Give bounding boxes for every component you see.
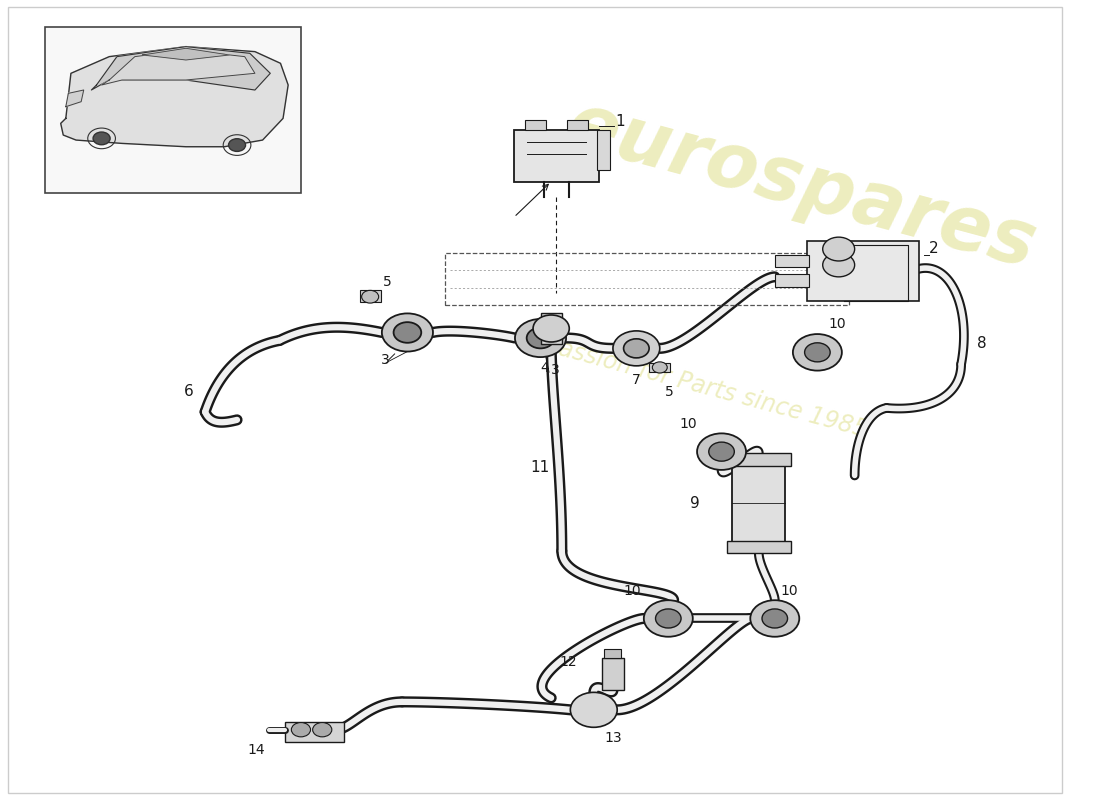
Text: 8: 8 — [977, 336, 987, 351]
Bar — [733, 459, 785, 547]
Circle shape — [697, 434, 746, 470]
Bar — [360, 290, 381, 302]
Text: 10: 10 — [679, 417, 696, 431]
Text: 10: 10 — [828, 318, 846, 331]
Bar — [649, 362, 670, 372]
Bar — [285, 722, 343, 742]
Bar — [727, 541, 791, 554]
Circle shape — [793, 334, 842, 370]
Circle shape — [362, 290, 378, 303]
Bar — [597, 130, 609, 170]
Text: 9: 9 — [690, 496, 700, 510]
Polygon shape — [91, 46, 271, 90]
Text: eurospares: eurospares — [559, 87, 1044, 284]
Text: 3: 3 — [381, 354, 389, 367]
Circle shape — [762, 609, 788, 628]
Circle shape — [624, 339, 649, 358]
Circle shape — [613, 331, 660, 366]
Text: 5: 5 — [383, 275, 392, 290]
Circle shape — [292, 722, 310, 737]
Text: 12: 12 — [560, 655, 578, 669]
Text: 3: 3 — [551, 362, 560, 377]
Bar — [514, 130, 600, 182]
Bar — [774, 274, 808, 287]
Bar — [45, 26, 301, 194]
Polygon shape — [66, 90, 84, 106]
Bar — [774, 254, 808, 267]
Circle shape — [750, 600, 800, 637]
Bar — [568, 120, 588, 130]
Circle shape — [394, 322, 421, 342]
Bar — [444, 253, 849, 305]
Text: 4: 4 — [540, 361, 549, 375]
Circle shape — [229, 138, 245, 151]
Text: 2: 2 — [930, 241, 938, 256]
Polygon shape — [143, 48, 230, 60]
Circle shape — [94, 132, 110, 145]
Circle shape — [652, 362, 668, 373]
Text: 10: 10 — [624, 584, 641, 598]
Circle shape — [656, 609, 681, 628]
Text: 13: 13 — [604, 730, 622, 745]
Circle shape — [708, 442, 735, 461]
Circle shape — [823, 253, 855, 277]
Circle shape — [804, 342, 830, 362]
Text: 1: 1 — [615, 114, 625, 129]
Bar — [604, 649, 622, 658]
Bar — [525, 120, 546, 130]
Text: a passion for Parts since 1985: a passion for Parts since 1985 — [520, 326, 870, 442]
Circle shape — [527, 328, 554, 348]
Circle shape — [570, 692, 617, 727]
Text: 7: 7 — [632, 373, 641, 387]
Text: 10: 10 — [780, 584, 798, 598]
Circle shape — [534, 315, 570, 342]
Text: 6: 6 — [184, 384, 194, 399]
Polygon shape — [60, 46, 288, 146]
Polygon shape — [101, 50, 255, 85]
Circle shape — [382, 314, 433, 351]
Bar — [727, 454, 791, 466]
Text: 14: 14 — [248, 742, 265, 757]
Circle shape — [515, 319, 566, 357]
Text: 11: 11 — [530, 459, 549, 474]
Bar — [603, 658, 624, 690]
Bar — [806, 241, 918, 301]
Circle shape — [312, 722, 332, 737]
Text: 5: 5 — [666, 385, 674, 399]
Circle shape — [644, 600, 693, 637]
Bar — [540, 313, 562, 344]
Circle shape — [823, 237, 855, 261]
